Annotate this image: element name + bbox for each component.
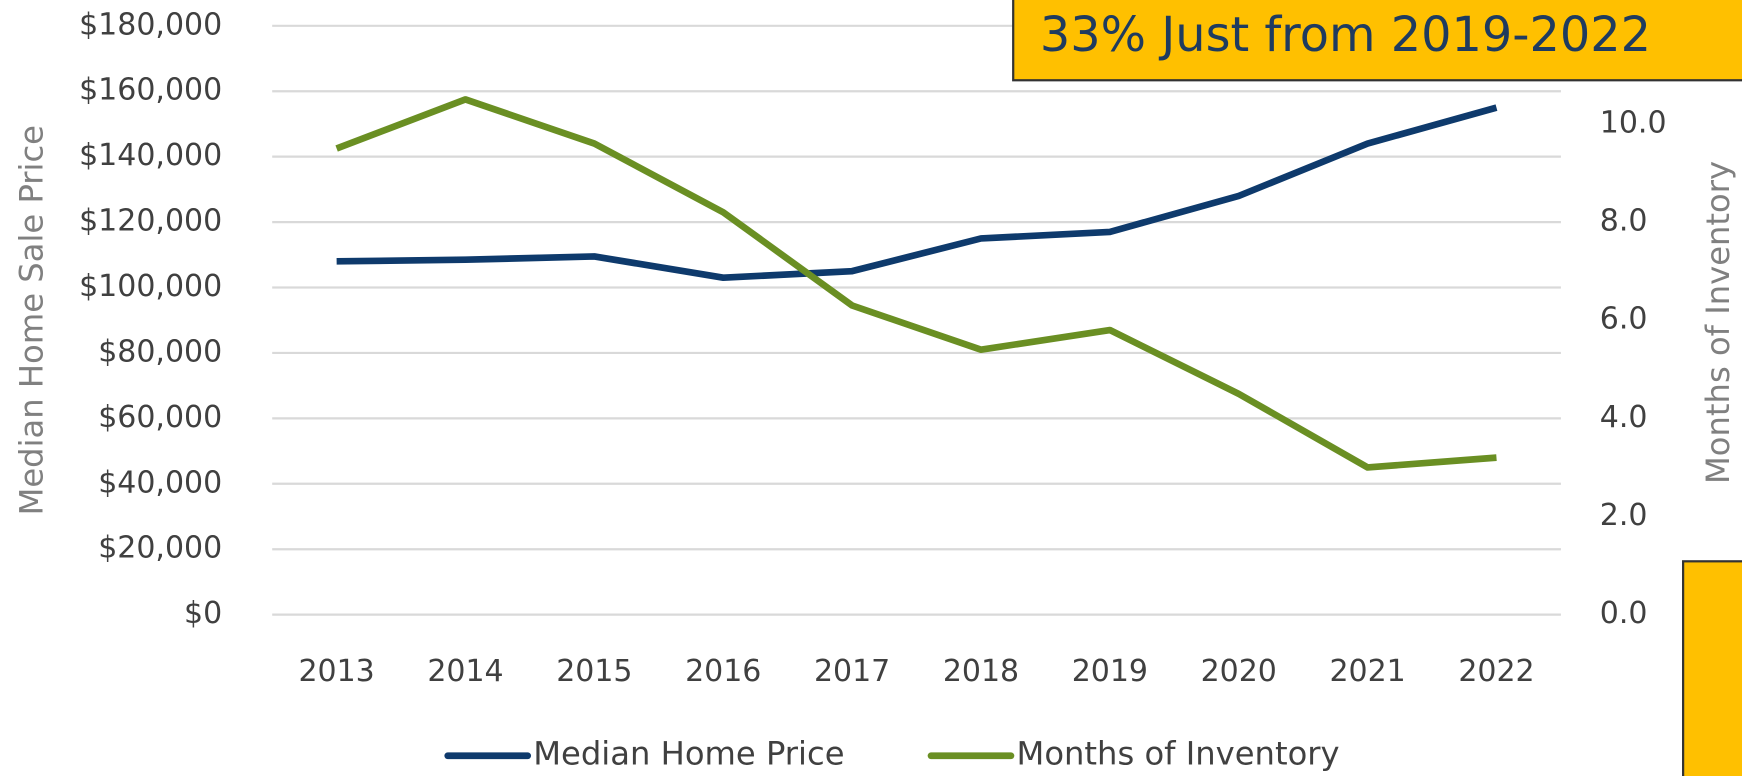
series-line [335, 96, 1497, 471]
x-tick-label: 2014 [427, 654, 503, 689]
x-tick-label: 2013 [298, 654, 374, 689]
x-tick-label: 2019 [1072, 654, 1148, 689]
x-tick-label: 2017 [814, 654, 890, 689]
y-tick-label: $20,000 [98, 531, 222, 566]
y2-tick-label: 6.0 [1600, 302, 1648, 337]
y-axis-title: Median Home Sale Price [12, 125, 50, 515]
y-tick-label: $40,000 [98, 465, 222, 500]
x-tick-label: 2016 [685, 654, 761, 689]
y2-tick-label: 2.0 [1600, 498, 1648, 533]
annotation-text: 33% Just from 2019-2022 [1040, 8, 1651, 63]
annotation-box [1012, 0, 1742, 82]
y-tick-label: $100,000 [79, 269, 222, 304]
y-tick-label: $60,000 [98, 400, 222, 435]
y-tick-label: $0 [184, 596, 222, 631]
series-line [336, 104, 1498, 282]
y-tick-label: $180,000 [79, 7, 222, 42]
annotation-box [1682, 560, 1742, 776]
y-tick-label: $120,000 [79, 204, 222, 239]
legend-label: Median Home Price [533, 735, 844, 773]
y2-tick-label: 0.0 [1600, 596, 1648, 631]
x-tick-label: 2021 [1329, 654, 1405, 689]
y2-tick-label: 10.0 [1600, 105, 1667, 140]
x-tick-label: 2022 [1458, 654, 1534, 689]
x-tick-label: 2020 [1201, 654, 1277, 689]
y2-tick-label: 8.0 [1600, 204, 1648, 239]
legend-label: Months of Inventory [1017, 735, 1340, 773]
x-tick-label: 2015 [556, 654, 632, 689]
y-tick-label: $80,000 [98, 334, 222, 369]
y2-axis-title: Months of Inventory [1699, 161, 1737, 484]
y-tick-label: $140,000 [79, 138, 222, 173]
x-tick-label: 2018 [943, 654, 1019, 689]
y-tick-label: $160,000 [79, 73, 222, 108]
y2-tick-label: 4.0 [1600, 400, 1648, 435]
